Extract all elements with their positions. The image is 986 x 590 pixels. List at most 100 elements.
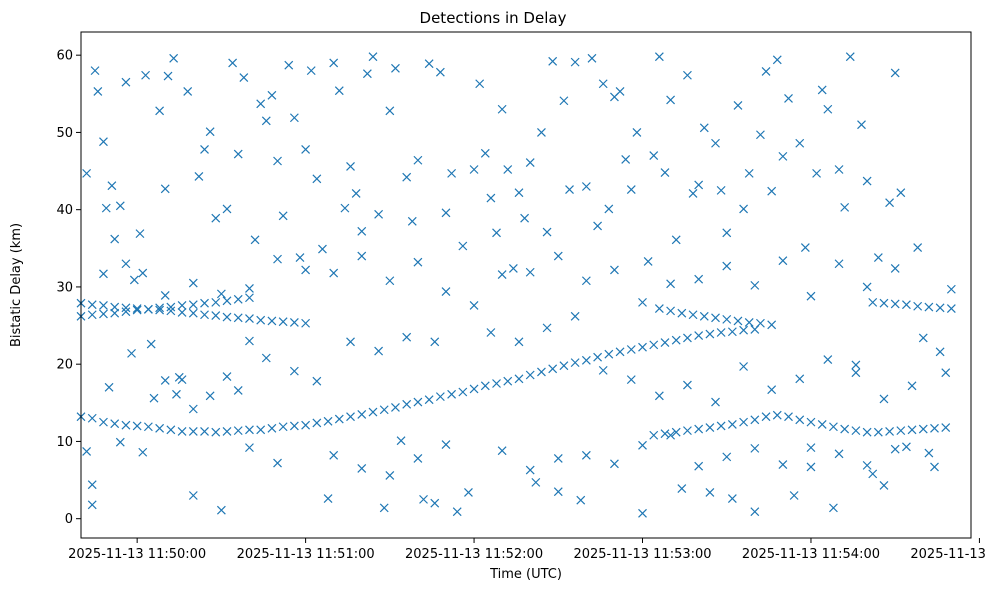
data-point: [711, 138, 720, 148]
data-point: [862, 460, 872, 470]
data-point: [362, 69, 372, 79]
data-point: [435, 67, 445, 77]
data-point: [200, 144, 209, 154]
data-point: [756, 318, 765, 328]
data-point: [205, 127, 215, 137]
data-point: [918, 424, 928, 434]
data-point: [694, 331, 704, 341]
data-point: [772, 410, 782, 420]
data-point: [329, 58, 339, 68]
data-point: [110, 234, 120, 244]
data-point: [82, 168, 92, 178]
x-tick-label: 2025-11-13 11:53:00: [573, 547, 711, 562]
plot-area-frame: [80, 31, 972, 539]
data-point: [188, 426, 198, 436]
data-point: [638, 508, 647, 518]
chart-title: Detections in Delay: [420, 9, 567, 27]
data-point: [146, 339, 156, 349]
data-point: [396, 436, 406, 446]
data-point: [127, 348, 136, 358]
data-point: [649, 430, 659, 440]
data-point: [475, 79, 485, 89]
data-point: [862, 427, 872, 437]
data-point: [480, 381, 490, 391]
data-point: [840, 202, 850, 212]
data-point: [160, 291, 170, 300]
data-point: [767, 320, 777, 330]
data-point: [250, 235, 260, 245]
data-point: [660, 338, 670, 347]
data-point: [896, 426, 906, 436]
data-point: [542, 227, 552, 237]
data-point: [200, 310, 209, 320]
data-point: [722, 228, 732, 238]
data-point: [233, 149, 243, 159]
data-point: [357, 409, 367, 419]
data-point: [615, 347, 625, 357]
data-point: [289, 318, 299, 327]
data-point: [318, 244, 327, 254]
data-point: [559, 96, 569, 106]
data-point: [615, 87, 625, 96]
y-tick-label: 20: [56, 358, 73, 373]
data-point: [879, 298, 889, 308]
data-point: [233, 294, 243, 304]
data-point: [289, 113, 299, 123]
data-point: [107, 181, 117, 191]
data-point: [761, 412, 771, 422]
data-point: [379, 503, 389, 513]
data-point: [778, 151, 788, 161]
data-point: [716, 328, 726, 337]
data-point: [200, 426, 209, 436]
data-point: [683, 333, 692, 343]
data-point: [941, 368, 951, 378]
data-point: [323, 416, 333, 426]
data-point: [694, 180, 704, 190]
data-point: [155, 303, 165, 313]
data-point: [295, 253, 305, 263]
data-point: [143, 304, 153, 314]
data-point: [245, 336, 254, 346]
data-point: [756, 130, 765, 140]
data-point: [222, 426, 232, 436]
data-point: [514, 337, 524, 347]
data-point: [930, 423, 939, 433]
data-point: [778, 256, 788, 266]
data-point: [593, 221, 603, 231]
data-point: [739, 417, 749, 427]
data-point: [548, 56, 558, 66]
data-point: [604, 204, 614, 214]
data-point: [346, 337, 355, 347]
data-point: [812, 168, 822, 178]
data-point: [115, 437, 125, 447]
data-point: [711, 397, 720, 407]
data-point: [851, 368, 861, 378]
data-point: [739, 204, 749, 214]
data-point: [503, 165, 513, 174]
data-point: [621, 155, 631, 164]
data-point: [581, 276, 591, 286]
data-point: [177, 307, 187, 317]
data-point: [402, 399, 412, 409]
data-point: [312, 376, 322, 386]
data-point: [245, 314, 254, 324]
data-point: [913, 301, 923, 311]
data-point: [149, 393, 159, 403]
data-point: [413, 257, 423, 267]
data-point: [666, 279, 676, 289]
data-point: [666, 95, 676, 105]
data-point: [169, 53, 179, 63]
data-point: [683, 426, 692, 436]
data-point: [163, 71, 173, 81]
data-point: [312, 418, 322, 428]
data-point: [497, 104, 507, 114]
data-point: [334, 86, 344, 96]
data-point: [261, 353, 271, 363]
data-point: [121, 259, 131, 269]
data-point: [829, 422, 838, 432]
data-point: [141, 70, 150, 80]
data-point: [537, 128, 546, 137]
data-point: [716, 185, 726, 195]
data-point: [868, 297, 878, 307]
y-tick-label: 0: [65, 512, 73, 527]
